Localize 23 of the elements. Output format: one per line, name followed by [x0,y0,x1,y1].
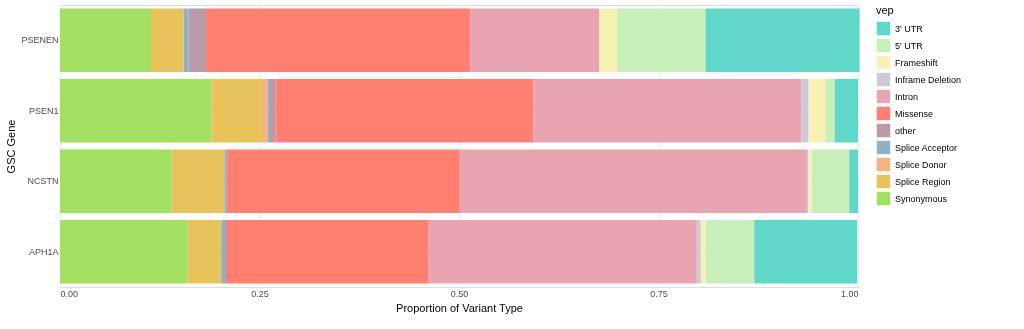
y-tick-label: PSEN1 [28,105,59,116]
legend-label: Missense [895,108,934,119]
legend-label: Frameshift [895,57,939,68]
x-tick-label: 0.25 [251,288,269,299]
legend-label: Splice Donor [895,159,947,170]
legend-label: Inframe Deletion [895,74,962,85]
legend-label: Splice Region [895,176,951,187]
legend-label: other [895,125,916,136]
legend-title: vep [876,4,894,16]
y-tick-label: APH1A [28,246,59,257]
y-tick-label: PSENEN [21,35,59,46]
legend-label: 3' UTR [895,23,924,34]
legend-label: Synonymous [895,193,948,204]
x-tick-label: 0.75 [650,288,668,299]
y-axis-title: GSC Gene [5,119,18,174]
x-tick-label: 1.00 [840,288,859,299]
legend-label: Intron [895,91,919,102]
legend-label: Splice Acceptor [895,142,958,153]
x-tick-label: 0.00 [60,288,79,299]
x-tick-label: 0.50 [450,288,469,299]
legend-label: 5' UTR [895,40,924,51]
x-axis-title: Proportion of Variant Type [396,301,523,314]
y-tick-label: NCSTN [27,176,59,187]
